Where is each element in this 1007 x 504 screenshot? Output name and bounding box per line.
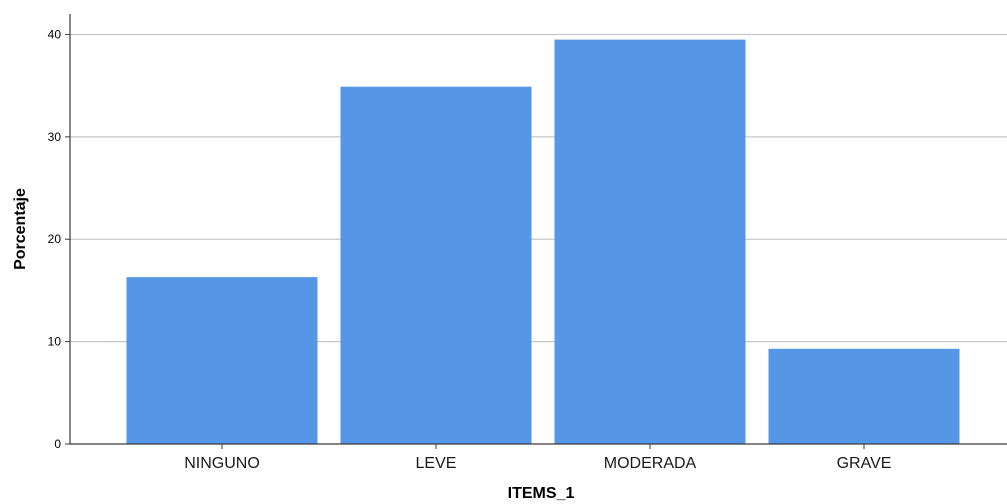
bar-moderada	[554, 39, 746, 444]
y-tick-label: 0	[54, 437, 61, 451]
x-tick-label: LEVE	[416, 455, 457, 472]
y-tick-label: 40	[48, 27, 62, 41]
bar-leve	[340, 86, 532, 444]
x-axis-title: ITEMS_1	[508, 485, 575, 502]
x-tick-labels: NINGUNO LEVE MODERADA GRAVE	[184, 444, 891, 472]
bar-grave	[768, 348, 960, 444]
y-tick-label: 10	[48, 335, 62, 349]
y-tick-label: 20	[48, 232, 62, 246]
x-tick-label: NINGUNO	[184, 455, 260, 472]
y-tick-label: 30	[48, 130, 62, 144]
bar-ninguno	[126, 277, 318, 444]
gridlines	[70, 33, 1007, 343]
x-tick-label: GRAVE	[837, 455, 892, 472]
y-axis-title: Porcentaje	[12, 188, 29, 270]
bars	[126, 39, 960, 444]
y-tick-labels: 0 10 20 30 40	[48, 27, 70, 451]
x-tick-label: MODERADA	[604, 455, 697, 472]
